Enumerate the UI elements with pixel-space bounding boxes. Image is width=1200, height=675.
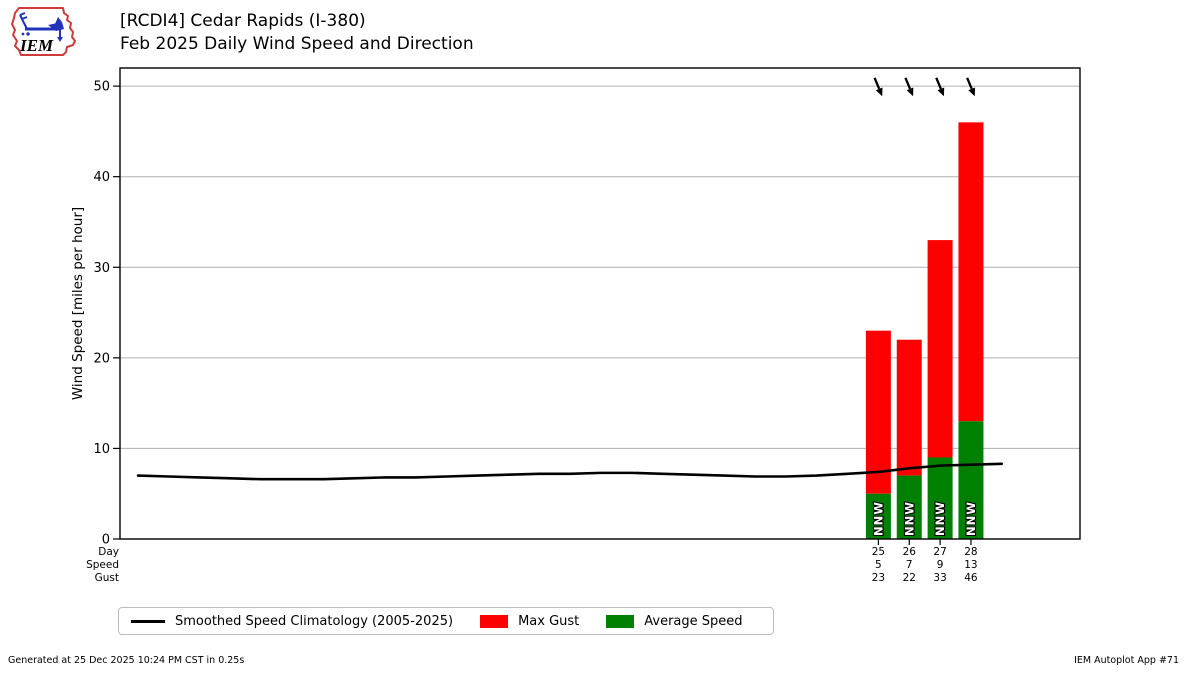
iem-logo: IEM bbox=[8, 4, 80, 60]
x-tick-label: 46 bbox=[964, 572, 978, 584]
wind-speed-chart: 0 10 20 30 40 50 Wind Speed [miles per hour] Da… bbox=[70, 67, 1081, 584]
x-row-header: Speed bbox=[86, 559, 119, 571]
max-gust-bar bbox=[865, 330, 891, 494]
y-tick-label: 0 bbox=[102, 533, 110, 548]
x-tick-label: 22 bbox=[903, 572, 916, 584]
x-tick-label: 28 bbox=[964, 546, 977, 558]
x-tick-label: 9 bbox=[937, 559, 944, 571]
x-row-header: Day bbox=[98, 546, 119, 558]
generated-timestamp: Generated at 25 Dec 2025 10:24 PM CST in… bbox=[8, 655, 245, 666]
iowa-outline-icon: IEM bbox=[11, 7, 76, 56]
wind-arrow-icon bbox=[904, 77, 912, 90]
x-tick-label: 23 bbox=[872, 572, 885, 584]
climatology-line bbox=[136, 462, 1004, 481]
wind-direction-label: NNW bbox=[902, 501, 916, 536]
average-speed-bar bbox=[927, 457, 953, 539]
y-tick-label: 10 bbox=[93, 442, 110, 457]
legend-item-climatology: Smoothed Speed Climatology (2005-2025) bbox=[131, 614, 453, 629]
max-gust-bar bbox=[958, 122, 984, 422]
logo-text: IEM bbox=[19, 36, 54, 55]
max-gust-bar bbox=[927, 240, 953, 458]
y-tick-label: 50 bbox=[93, 80, 110, 95]
wind-arrow-icon bbox=[966, 77, 973, 90]
plot-border bbox=[119, 67, 1081, 540]
x-tick-label: 27 bbox=[933, 546, 946, 558]
y-axis-label: Wind Speed [miles per hour] bbox=[70, 207, 86, 400]
x-tick-label: 13 bbox=[964, 559, 977, 571]
x-row-header: Gust bbox=[95, 572, 119, 584]
x-tick-label: 33 bbox=[933, 572, 946, 584]
weather-vane-icon bbox=[19, 12, 64, 42]
wind-arrow-icon bbox=[935, 77, 942, 90]
page-subtitle: Feb 2025 Daily Wind Speed and Direction bbox=[120, 34, 474, 54]
average-speed-bar bbox=[896, 475, 922, 539]
max-gust-bar bbox=[896, 339, 922, 476]
x-tick-label: 5 bbox=[875, 559, 882, 571]
max-gust-swatch bbox=[480, 614, 509, 628]
legend-label: Max Gust bbox=[518, 613, 580, 629]
average-speed-bar bbox=[958, 421, 984, 539]
average-speed-swatch bbox=[606, 614, 635, 628]
legend-item-max-gust: Max Gust bbox=[480, 614, 579, 629]
wind-direction-label: NNW bbox=[871, 501, 885, 536]
wind-arrow-head-icon bbox=[906, 87, 914, 97]
climatology-line-swatch bbox=[131, 619, 165, 623]
legend-label: Smoothed Speed Climatology (2005-2025) bbox=[175, 613, 454, 629]
chart-legend: Smoothed Speed Climatology (2005-2025) M… bbox=[118, 607, 774, 635]
x-tick-label: 26 bbox=[903, 546, 917, 558]
legend-label: Average Speed bbox=[644, 613, 743, 629]
y-tick-label: 30 bbox=[93, 261, 110, 276]
x-tick-label: 25 bbox=[872, 546, 885, 558]
wind-arrow-head-icon bbox=[875, 87, 883, 97]
average-speed-bar bbox=[865, 493, 891, 539]
app-credit: IEM Autoplot App #71 bbox=[1074, 655, 1179, 666]
y-tick-label: 40 bbox=[93, 170, 110, 185]
wind-arrow-icon bbox=[873, 77, 881, 90]
chart-title-block: [RCDI4] Cedar Rapids (I-380) Feb 2025 Da… bbox=[120, 10, 474, 56]
wind-direction-label: NNW bbox=[933, 501, 947, 536]
x-tick-label: 7 bbox=[906, 559, 913, 571]
wind-direction-label: NNW bbox=[964, 501, 978, 536]
page-title: [RCDI4] Cedar Rapids (I-380) bbox=[120, 11, 366, 31]
y-tick-label: 20 bbox=[93, 351, 110, 366]
wind-arrow-head-icon bbox=[968, 87, 976, 97]
legend-item-average-speed: Average Speed bbox=[606, 613, 743, 629]
wind-arrow-head-icon bbox=[937, 87, 945, 97]
